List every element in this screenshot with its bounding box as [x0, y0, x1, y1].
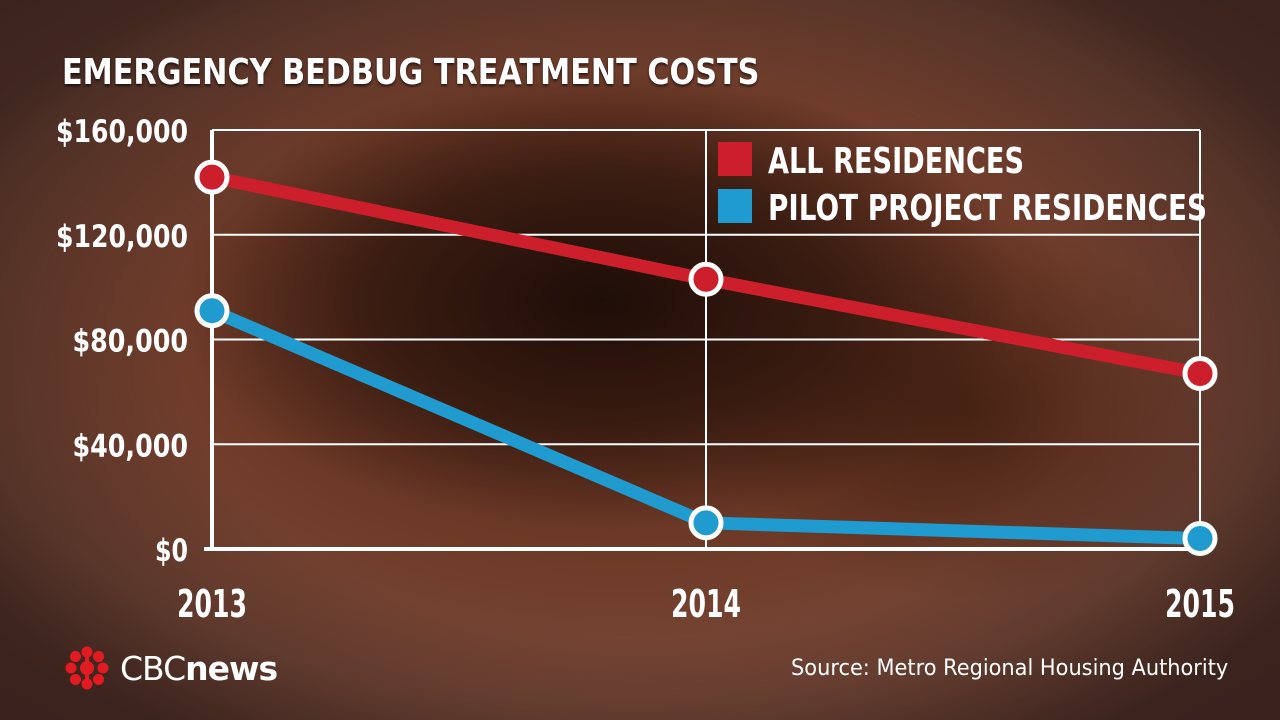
y-tick-label-1: $40,000 — [73, 428, 189, 464]
data-point-1-0 — [194, 293, 230, 329]
cbc-gem-icon — [65, 646, 109, 690]
chart-title: EMERGENCY BEDBUG TREATMENT COSTS — [62, 52, 760, 93]
legend-label-0: ALL RESIDENCES — [768, 141, 1024, 182]
legend-swatch-1 — [718, 189, 752, 223]
legend-label-1: PILOT PROJECT RESIDENCES — [768, 188, 1207, 229]
data-point-0-2 — [1182, 356, 1218, 392]
x-tick-label-1: 2014 — [671, 582, 741, 626]
y-tick-label-2: $80,000 — [73, 324, 189, 360]
cbc-news-logo: CBCnews — [64, 645, 278, 691]
y-tick-label-3: $120,000 — [56, 219, 188, 255]
data-point-0-0 — [194, 159, 230, 195]
source-note: Source: Metro Regional Housing Authority — [790, 656, 1228, 681]
x-tick-label-2: 2015 — [1165, 582, 1235, 626]
y-tick-label-4: $160,000 — [56, 114, 188, 150]
data-point-1-1 — [688, 505, 724, 541]
data-point-0-1 — [688, 261, 724, 297]
logo-brand: CBC — [120, 648, 186, 688]
logo-product: news — [185, 648, 278, 688]
legend-swatch-0 — [718, 142, 752, 176]
cbc-news-wordmark: CBCnews — [120, 648, 278, 688]
data-point-1-2 — [1182, 521, 1218, 557]
y-tick-label-0: $0 — [155, 533, 188, 569]
x-tick-label-0: 2013 — [177, 582, 247, 626]
